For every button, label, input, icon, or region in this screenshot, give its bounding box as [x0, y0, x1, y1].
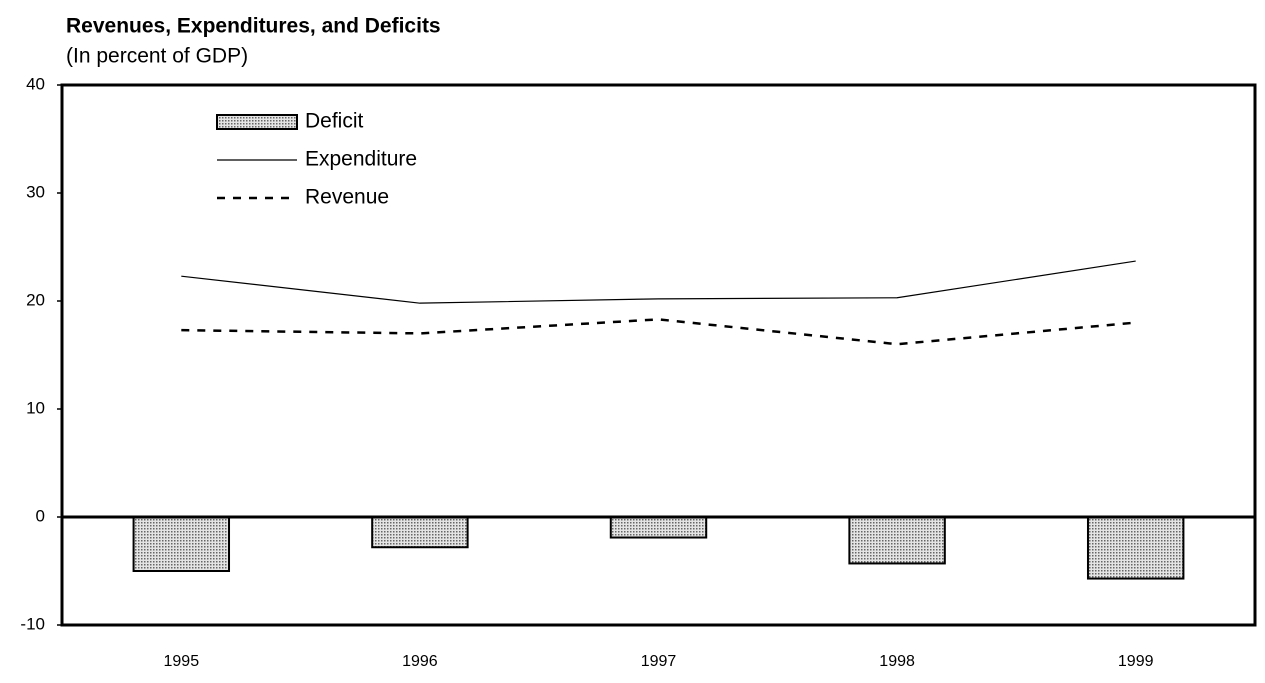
y-tick-label: 10	[26, 398, 45, 417]
x-tick-label: 1998	[879, 653, 915, 670]
y-tick-label: 0	[36, 506, 45, 525]
legend-label: Deficit	[305, 110, 364, 133]
chart-title: Revenues, Expenditures, and Deficits	[66, 15, 441, 38]
legend-swatch	[216, 114, 298, 130]
legend-label: Expenditure	[305, 148, 417, 171]
line	[181, 318, 1136, 346]
x-tick-label: 1996	[402, 653, 438, 670]
x-tick-label: 1997	[641, 653, 677, 670]
bar	[1086, 516, 1185, 580]
x-tick-label: 1995	[164, 653, 200, 670]
bar	[609, 516, 708, 539]
chart-subtitle: (In percent of GDP)	[66, 45, 248, 68]
bar	[371, 516, 469, 549]
legend-label: Revenue	[305, 186, 389, 209]
line	[181, 260, 1136, 304]
y-tick-label: 40	[26, 74, 45, 93]
plot-frame	[60, 83, 1257, 627]
x-tick-label: 1999	[1118, 653, 1154, 670]
y-tick-label: -10	[20, 614, 45, 633]
bar	[132, 516, 231, 572]
y-tick-label: 30	[26, 182, 45, 201]
y-tick-label: 20	[26, 290, 45, 309]
bar	[848, 516, 946, 565]
